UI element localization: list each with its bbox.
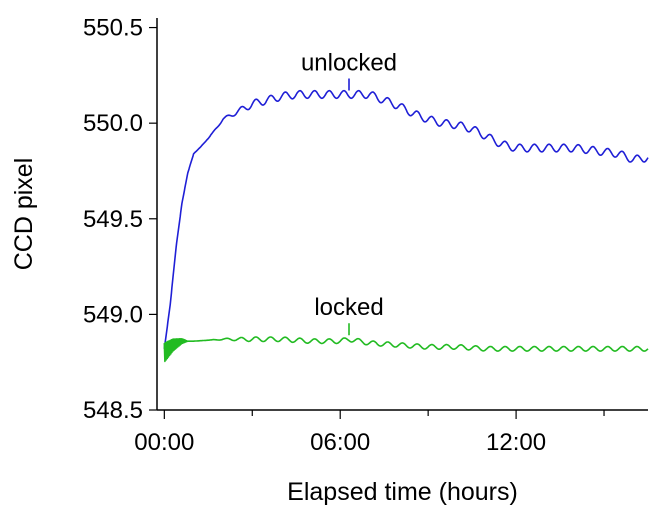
- y-tick-label: 550.0: [83, 110, 143, 137]
- y-tick-label: 549.0: [83, 301, 143, 328]
- annotation-label-unlocked: unlocked: [301, 49, 397, 76]
- x-tick-label: 12:00: [486, 429, 546, 456]
- y-tick-label: 549.5: [83, 206, 143, 233]
- annotations: unlocked locked: [301, 49, 397, 336]
- x-axis-title: Elapsed time (hours): [287, 478, 518, 506]
- x-axis-ticks: 00:00 06:00 12:00: [134, 410, 605, 456]
- plot-area: [163, 89, 649, 363]
- y-tick-label: 548.5: [83, 397, 143, 424]
- y-tick-label: 550.5: [83, 15, 143, 42]
- y-axis-ticks: 548.5 549.0 549.5 550.0 550.5: [83, 15, 157, 424]
- series-line-locked: [163, 336, 649, 363]
- series-line-unlocked: [163, 89, 649, 349]
- annotation-label-locked: locked: [314, 294, 383, 321]
- x-tick-label: 06:00: [310, 429, 370, 456]
- y-axis-title: CCD pixel: [10, 158, 38, 271]
- x-tick-label: 00:00: [134, 429, 194, 456]
